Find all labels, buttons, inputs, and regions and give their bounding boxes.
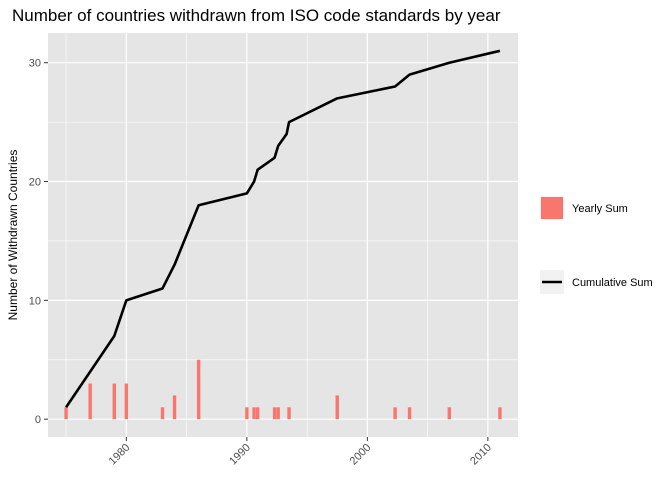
plot-panel [48, 33, 518, 437]
bar [255, 407, 260, 420]
bar [64, 407, 68, 420]
x-axis: 1980 1990 2000 2010 [107, 437, 494, 467]
bar [287, 407, 291, 420]
bar [272, 407, 277, 420]
bar [335, 395, 339, 420]
bar [252, 407, 256, 420]
x-tick-label: 1980 [107, 442, 133, 468]
y-tick-label: 0 [35, 414, 41, 426]
bar [407, 407, 412, 420]
bar [498, 407, 502, 420]
bar [245, 407, 249, 420]
cumulative-line [65, 49, 501, 409]
y-tick-label: 20 [29, 177, 41, 189]
bar [112, 383, 116, 420]
x-tick-label: 1990 [227, 442, 253, 468]
bar [447, 407, 452, 420]
bar [88, 383, 92, 420]
legend-label-cumulative-sum: Cumulative Sum [572, 277, 653, 289]
y-axis: 0 10 20 30 [29, 58, 48, 426]
legend-swatch-yearly-sum [541, 197, 563, 219]
chart-title: Number of countries withdrawn from ISO c… [12, 6, 501, 25]
legend-label-yearly-sum: Yearly Sum [572, 203, 628, 215]
bar [124, 383, 129, 420]
bar [172, 395, 177, 420]
y-tick-label: 30 [29, 58, 41, 70]
x-tick-label: 2010 [468, 442, 494, 468]
bar [276, 407, 280, 420]
y-axis-title: Number of Withdrawn Countries [6, 150, 20, 321]
x-tick-label: 2000 [348, 442, 374, 468]
legend: Yearly Sum Cumulative Sum [540, 196, 653, 294]
line-series [65, 49, 501, 409]
y-tick-label: 10 [29, 295, 41, 307]
bar [160, 407, 165, 420]
bar-series [64, 359, 502, 420]
bar [196, 359, 201, 420]
bar [393, 407, 397, 420]
